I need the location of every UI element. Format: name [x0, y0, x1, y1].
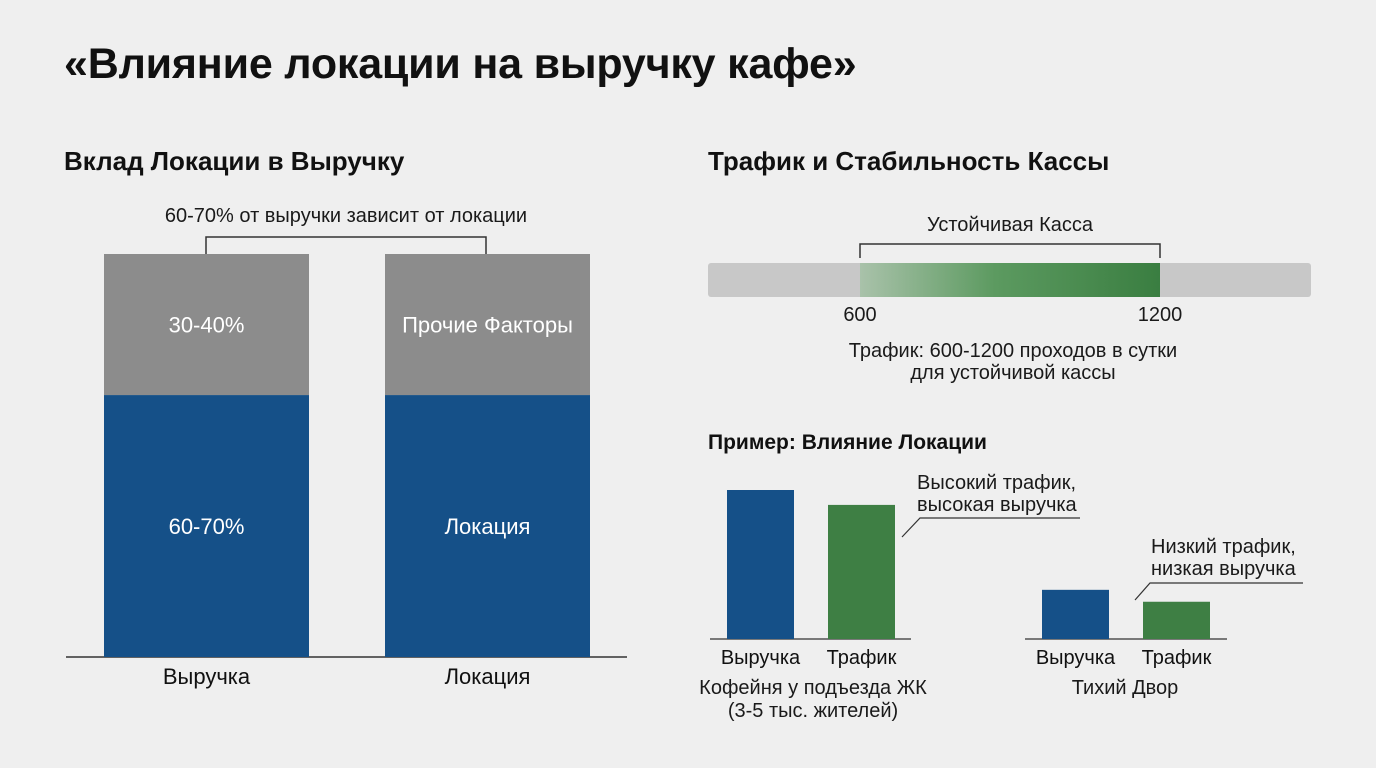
example-category-label: Выручка: [1036, 647, 1116, 669]
callout-low-line2: низкая выручка: [1151, 558, 1296, 580]
callout-high-line2: высокая выручка: [917, 494, 1077, 516]
stacked-bar-chart: 60-70% 30-40% Выручка Локация Прочие Факторы…: [66, 254, 627, 689]
callout-line-low: [1134, 582, 1303, 601]
left-category-label: Выручка: [163, 664, 251, 689]
callout-line-high: [901, 517, 1080, 538]
range-label: Устойчивая Касса: [927, 214, 1093, 236]
range-note-line2: для устойчивой кассы: [910, 362, 1116, 384]
stacked-bar-segment: [104, 254, 309, 396]
case1-name-line1: Кофейня у подъезда ЖК: [699, 677, 927, 699]
left-category-label: Локация: [445, 664, 531, 689]
example-bar: [828, 504, 895, 639]
range-min-label: 600: [843, 304, 877, 326]
example-category-label: Трафик: [1142, 647, 1212, 669]
case1-name-line2: (3-5 тыс. жителей): [727, 700, 899, 722]
callout-high-line1: Высокий трафик,: [917, 472, 1077, 494]
segment-label: Прочие Факторы: [402, 313, 573, 338]
example-bar: [1042, 589, 1109, 639]
stacked-bar-segment: [104, 395, 309, 657]
range-note-line1: Трафик: 600-1200 проходов в сутки: [848, 340, 1178, 362]
page-title: «Влияние локации на выручку кафе»: [64, 40, 857, 88]
example-category-label: Выручка: [721, 647, 801, 669]
segment-label: 60-70%: [169, 514, 245, 539]
range-max-label: 1200: [1137, 304, 1183, 326]
stable-range-fill: [860, 263, 1160, 297]
example-category-label: Трафик: [827, 647, 897, 669]
example-bar: [727, 490, 794, 639]
right-section-title: Трафик и Стабильность Кассы: [708, 146, 1110, 176]
example-bar: [1143, 601, 1210, 639]
case2-name: Тихий Двор: [1071, 677, 1179, 699]
callout-low-line1: Низкий трафик,: [1151, 536, 1296, 558]
stacked-bar-segment: [385, 254, 590, 396]
example-title: Пример: Влияние Локации: [708, 431, 987, 454]
stacked-bar-segment: [385, 395, 590, 657]
segment-label: Локация: [445, 514, 531, 539]
example-bar-chart: Выручка Трафик Выручка Трафик: [710, 490, 1227, 669]
annotation-label: 60-70% от выручки зависит от локации: [164, 205, 528, 227]
range-bracket: [859, 243, 1161, 258]
left-section-title: Вклад Локации в Выручку: [64, 146, 405, 176]
annotation-bracket: [205, 236, 487, 254]
segment-label: 30-40%: [169, 313, 245, 338]
